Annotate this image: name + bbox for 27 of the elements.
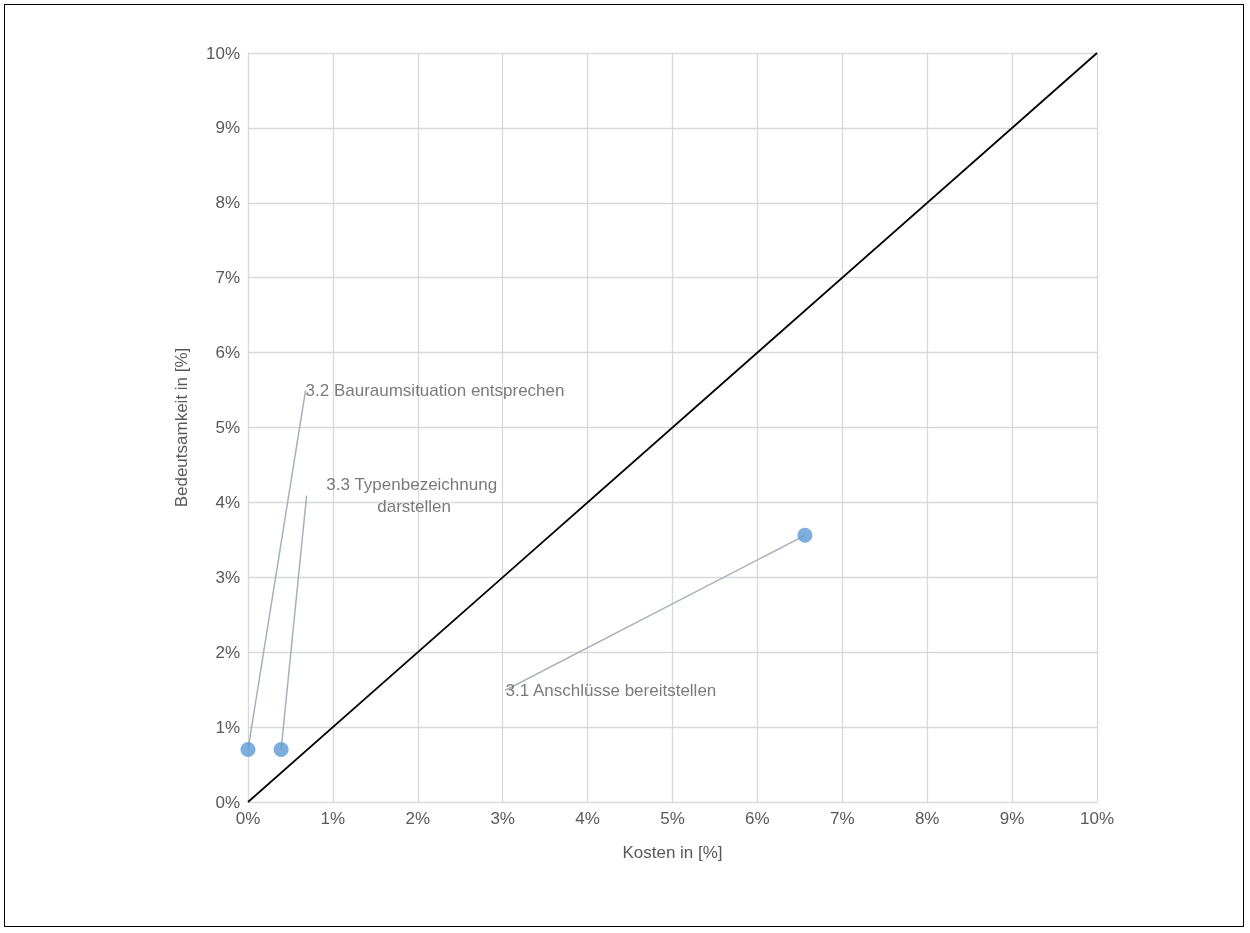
x-tick-label: 7% [830,809,855,828]
x-tick-label: 9% [999,809,1025,828]
x-tick-label: 6% [745,809,770,828]
y-tick-label: 9% [215,118,240,138]
x-tick-label: 3% [490,809,515,828]
x-tick-label: 4% [575,809,600,828]
annotation: 3.2 Bauraumsituation entsprechen [305,381,565,401]
y-tick-label: 2% [215,642,240,662]
y-tick-label: 10% [205,43,240,63]
x-axis-title: Kosten in [%] [622,843,723,862]
x-tick-label: 10% [1079,809,1115,828]
annotation: 3.3 Typenbezeichnung darstellen [326,475,502,517]
x-tick-label: 8% [914,809,940,828]
y-tick-label: 4% [215,492,240,512]
y-tick-label: 0% [215,792,240,812]
y-tick-label: 1% [215,717,240,737]
x-tick-label: 2% [405,809,431,828]
y-tick-label: 3% [215,567,240,587]
y-tick-label: 5% [215,418,240,437]
y-tick-label: 6% [215,343,240,363]
annotation: 3.1 Anschlüsse bereitstellen [505,680,717,700]
y-tick-label: 8% [215,193,240,213]
x-tick-label: 5% [660,809,685,828]
y-axis-title: Bedeutsamkeit in [%] [172,347,191,508]
y-tick-label: 7% [215,268,240,288]
x-tick-label: 1% [320,809,346,828]
x-tick-label: 0% [235,809,261,828]
